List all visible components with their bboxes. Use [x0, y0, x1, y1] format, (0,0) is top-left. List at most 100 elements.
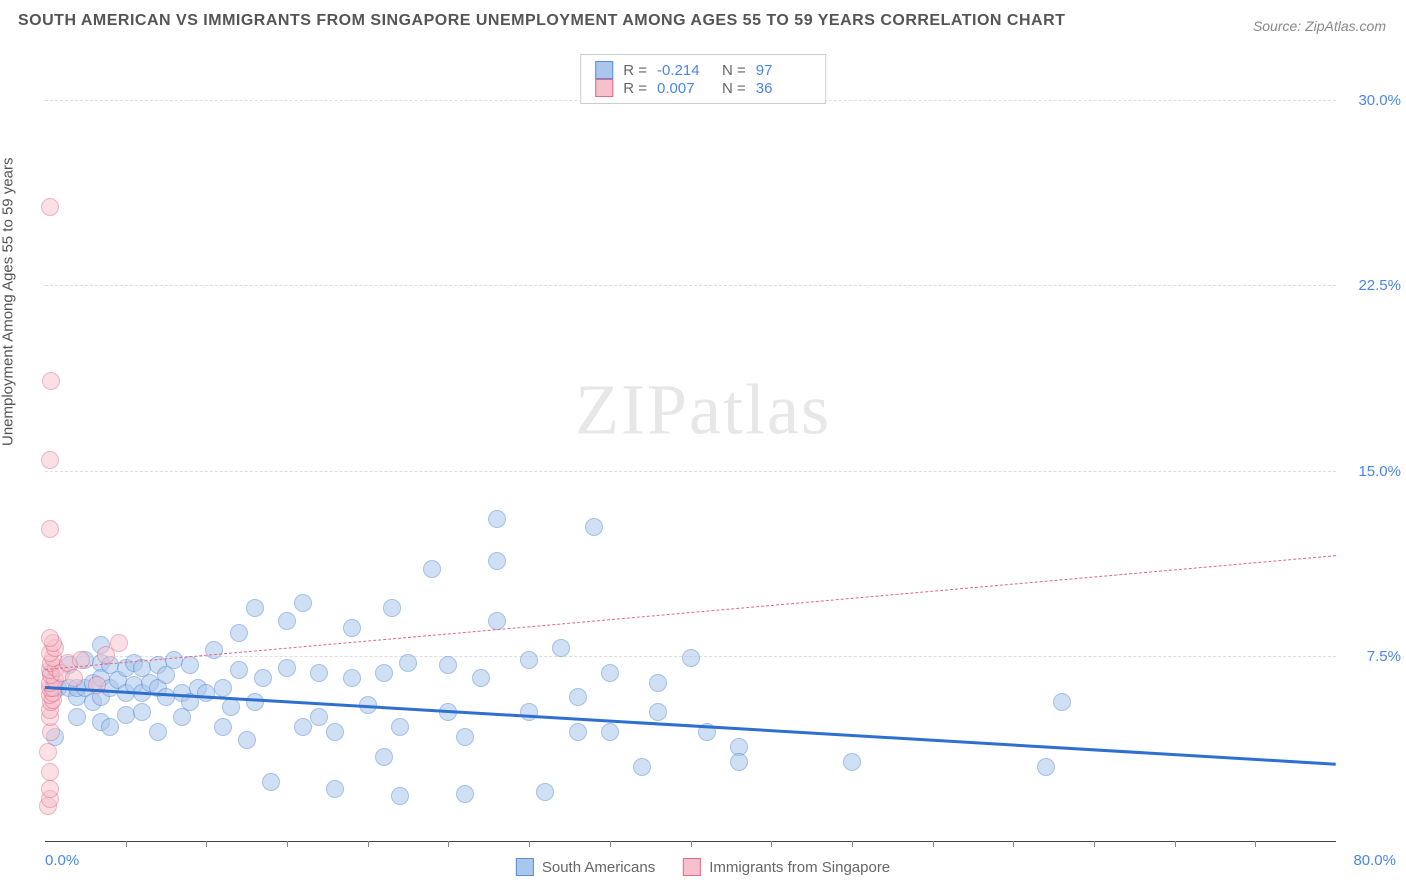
scatter-point [375, 748, 393, 766]
y-tick-label: 7.5% [1367, 648, 1401, 665]
x-minor-tick [933, 841, 934, 847]
scatter-point [41, 780, 59, 798]
x-minor-tick [529, 841, 530, 847]
scatter-point [214, 718, 232, 736]
n-label: N = [722, 62, 746, 79]
scatter-point [110, 634, 128, 652]
scatter-point [682, 649, 700, 667]
trend-line [45, 686, 1336, 766]
r-value: -0.214 [657, 62, 712, 79]
scatter-point [649, 674, 667, 692]
legend-swatch [516, 858, 534, 876]
x-minor-tick [852, 841, 853, 847]
scatter-point [42, 372, 60, 390]
scatter-point [326, 780, 344, 798]
x-minor-tick [206, 841, 207, 847]
scatter-point [230, 661, 248, 679]
scatter-point [294, 718, 312, 736]
scatter-point [278, 612, 296, 630]
x-minor-tick [771, 841, 772, 847]
x-minor-tick [1175, 841, 1176, 847]
x-tick-max: 80.0% [1353, 852, 1396, 869]
scatter-point [456, 728, 474, 746]
source-label: Source: ZipAtlas.com [1253, 18, 1386, 34]
scatter-point [456, 785, 474, 803]
legend-row: R = -0.214 N = 97 [595, 61, 811, 79]
legend-label: Immigrants from Singapore [709, 859, 890, 876]
scatter-point [585, 518, 603, 536]
scatter-point [41, 629, 59, 647]
scatter-point [472, 669, 490, 687]
scatter-point [375, 664, 393, 682]
scatter-point [488, 510, 506, 528]
x-minor-tick [691, 841, 692, 847]
grid-line [45, 285, 1336, 286]
scatter-point [601, 664, 619, 682]
scatter-point [65, 669, 83, 687]
scatter-point [278, 659, 296, 677]
scatter-point [536, 783, 554, 801]
x-minor-tick [1255, 841, 1256, 847]
scatter-point [730, 753, 748, 771]
x-minor-tick [610, 841, 611, 847]
legend-correlation: R = -0.214 N = 97R = 0.007 N = 36 [580, 54, 826, 104]
scatter-point [843, 753, 861, 771]
n-value: 97 [756, 62, 811, 79]
scatter-point [41, 520, 59, 538]
x-minor-tick [287, 841, 288, 847]
plot-area: 0.0% 80.0% 7.5%15.0%22.5%30.0% [45, 50, 1336, 842]
scatter-point [326, 723, 344, 741]
x-minor-tick [1094, 841, 1095, 847]
n-value: 36 [756, 80, 811, 97]
legend-item: Immigrants from Singapore [683, 858, 890, 876]
scatter-point [520, 703, 538, 721]
scatter-point [343, 619, 361, 637]
scatter-point [488, 552, 506, 570]
scatter-point [1053, 693, 1071, 711]
r-label: R = [623, 62, 647, 79]
scatter-point [117, 706, 135, 724]
scatter-point [310, 708, 328, 726]
legend-swatch [595, 79, 613, 97]
x-tick-min: 0.0% [45, 852, 79, 869]
scatter-point [439, 656, 457, 674]
legend-item: South Americans [516, 858, 655, 876]
scatter-point [391, 787, 409, 805]
legend-label: South Americans [542, 859, 655, 876]
scatter-point [238, 731, 256, 749]
legend-swatch [595, 61, 613, 79]
scatter-point [149, 723, 167, 741]
scatter-point [423, 560, 441, 578]
y-tick-label: 15.0% [1358, 463, 1401, 480]
x-minor-tick [368, 841, 369, 847]
scatter-point [310, 664, 328, 682]
x-minor-tick [1013, 841, 1014, 847]
scatter-point [101, 718, 119, 736]
scatter-point [399, 654, 417, 672]
scatter-point [569, 688, 587, 706]
scatter-point [205, 641, 223, 659]
scatter-point [181, 656, 199, 674]
scatter-point [1037, 758, 1055, 776]
r-value: 0.007 [657, 80, 712, 97]
scatter-point [41, 451, 59, 469]
x-minor-tick [126, 841, 127, 847]
scatter-point [214, 679, 232, 697]
y-tick-label: 22.5% [1358, 277, 1401, 294]
scatter-point [39, 743, 57, 761]
scatter-point [391, 718, 409, 736]
scatter-point [133, 703, 151, 721]
legend-row: R =0.007N =36 [595, 79, 811, 97]
scatter-point [246, 693, 264, 711]
x-minor-tick [448, 841, 449, 847]
scatter-point [222, 698, 240, 716]
scatter-point [488, 612, 506, 630]
legend-series: South Americans Immigrants from Singapore [516, 858, 890, 876]
r-label: R = [623, 80, 647, 97]
scatter-point [262, 773, 280, 791]
scatter-point [68, 708, 86, 726]
scatter-point [41, 198, 59, 216]
y-axis-label: Unemployment Among Ages 55 to 59 years [0, 157, 17, 446]
scatter-point [383, 599, 401, 617]
chart-title: SOUTH AMERICAN VS IMMIGRANTS FROM SINGAP… [18, 12, 1065, 30]
